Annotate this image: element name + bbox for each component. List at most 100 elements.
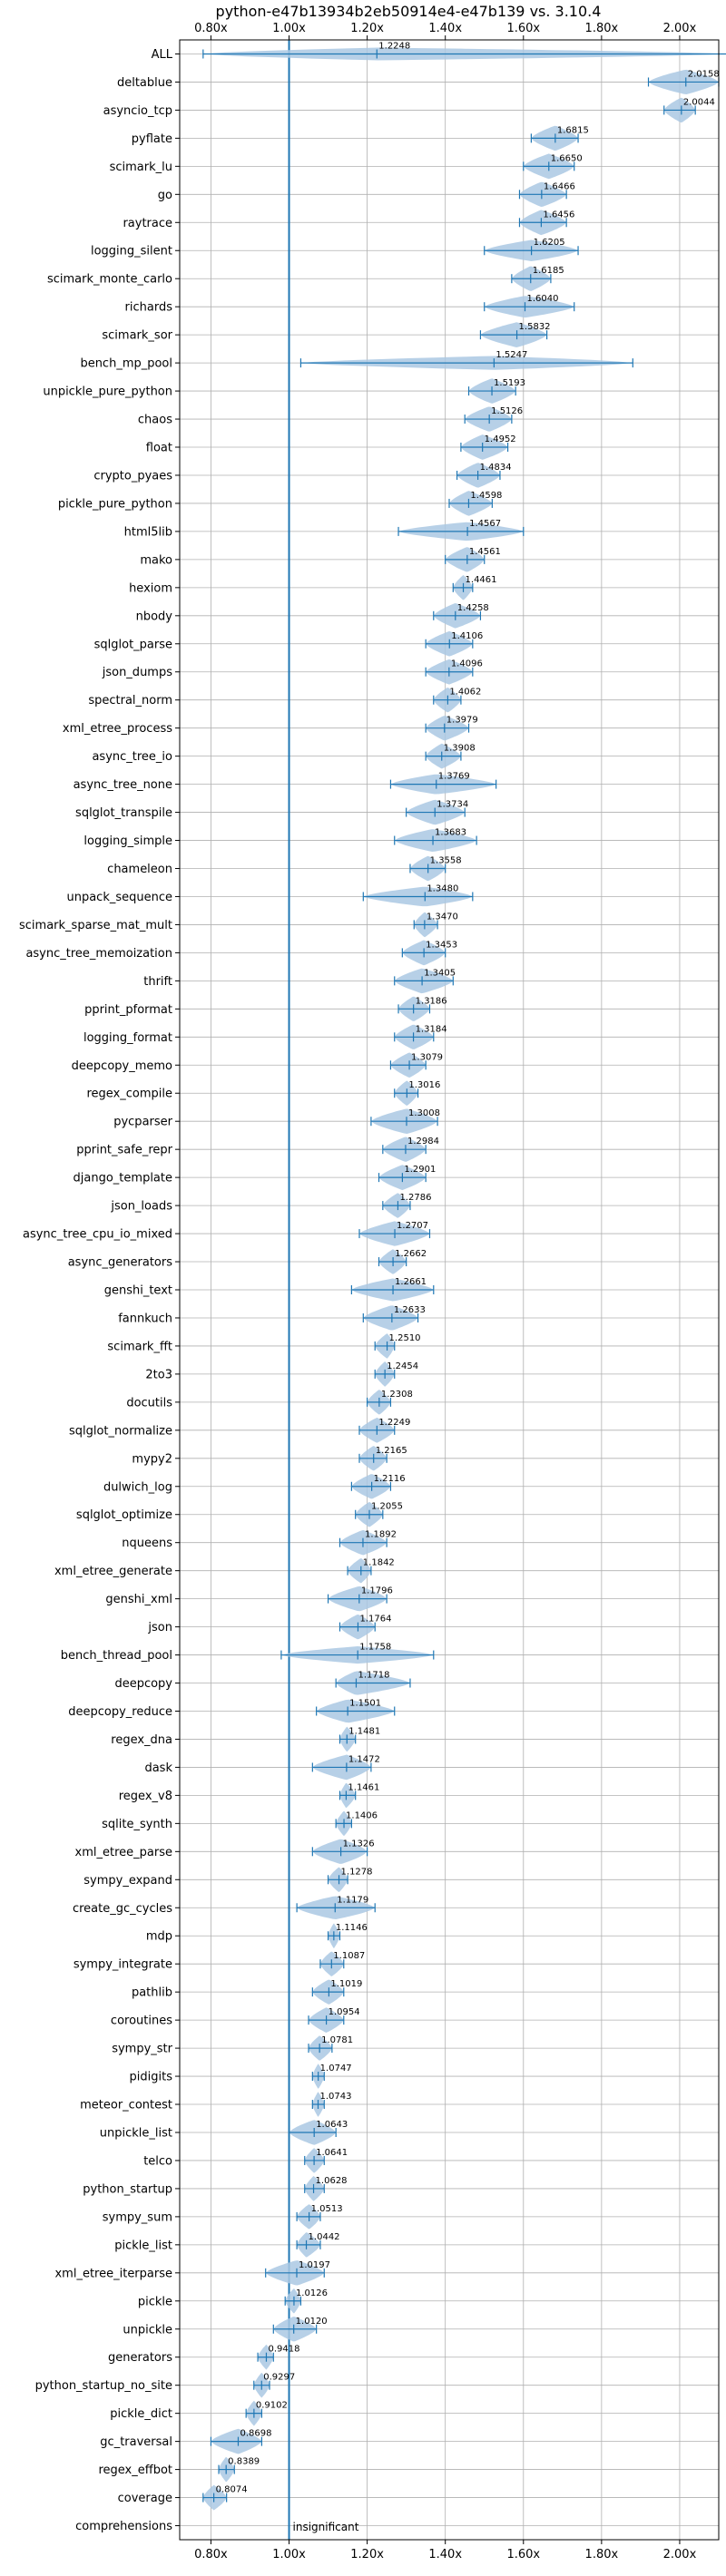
category-label: json_dumps — [102, 666, 172, 679]
violin-sqlglot_parse: 1.4106 — [425, 631, 483, 657]
category-label: scimark_fft — [107, 1340, 172, 1353]
violin-meteor_contest: 1.0743 — [311, 2092, 352, 2117]
median-value-label: 1.3184 — [416, 1024, 447, 1034]
violin-mako: 1.4561 — [445, 547, 501, 572]
category-label: crypto_pyaes — [93, 469, 172, 483]
median-value-label: 1.3470 — [427, 912, 458, 922]
category-label: xml_etree_iterparse — [54, 2267, 172, 2280]
median-value-label: 1.4834 — [480, 463, 512, 473]
violin-json_dumps: 1.4096 — [425, 659, 483, 685]
violin-pickle: 1.0126 — [284, 2288, 328, 2314]
category-label: mypy2 — [132, 1452, 172, 1466]
violin-pickle_list: 1.0442 — [296, 2232, 340, 2258]
category-label: fannkuch — [118, 1312, 172, 1325]
median-value-label: 1.4461 — [466, 575, 497, 585]
median-value-label: 1.1758 — [359, 1643, 391, 1653]
median-value-label: 1.5247 — [495, 350, 527, 360]
violin-genshi_xml: 1.1796 — [327, 1586, 393, 1612]
category-label: unpickle — [123, 2323, 172, 2337]
violin-deepcopy_reduce: 1.1501 — [316, 1698, 396, 1723]
violin-coroutines: 1.0954 — [308, 2007, 360, 2033]
category-label: sympy_str — [112, 2043, 172, 2056]
violin-docutils: 1.2308 — [367, 1390, 413, 1415]
violin-gc_traversal: 0.8698 — [210, 2429, 271, 2454]
violin-genshi_text: 1.2661 — [350, 1277, 435, 1302]
violin-bench_mp_pool: 1.5247 — [299, 350, 633, 370]
median-value-label: 1.3558 — [430, 856, 462, 866]
median-value-label: 1.3769 — [438, 772, 470, 782]
violin-regex_effbot: 0.8389 — [218, 2457, 260, 2483]
category-label: sqlglot_optimize — [76, 1508, 172, 1522]
median-value-label: 1.3683 — [435, 828, 466, 838]
category-label: genshi_xml — [105, 1593, 172, 1606]
median-value-label: 1.4598 — [470, 491, 502, 501]
violin-pprint_safe_repr: 1.2984 — [382, 1137, 439, 1162]
median-value-label: 1.2454 — [387, 1361, 418, 1371]
violin-json: 1.1764 — [338, 1615, 391, 1640]
category-label: spectral_norm — [88, 694, 172, 707]
median-value-label: 1.3079 — [411, 1052, 443, 1062]
median-value-label: 1.6040 — [527, 294, 559, 304]
violin-pidigits: 1.0747 — [311, 2064, 352, 2089]
category-label: chameleon — [107, 863, 172, 876]
violin-sqlglot_transpile: 1.3734 — [406, 800, 468, 825]
median-value-label: 1.4062 — [449, 688, 481, 698]
median-value-label: 1.2116 — [374, 1474, 406, 1484]
violin-html5lib: 1.4567 — [397, 519, 525, 542]
median-value-label: 1.6205 — [534, 238, 565, 248]
violin-logging_format: 1.3184 — [394, 1024, 447, 1049]
category-label: async_tree_memoization — [25, 947, 172, 961]
median-value-label: 1.2661 — [395, 1277, 427, 1287]
median-value-label: 1.3186 — [416, 996, 447, 1006]
median-value-label: 1.6466 — [544, 181, 575, 191]
violin-logging_simple: 1.3683 — [394, 828, 477, 852]
median-value-label: 1.0197 — [299, 2260, 330, 2270]
median-value-label: 0.8389 — [228, 2457, 260, 2467]
violin-unpickle: 1.0120 — [272, 2317, 328, 2342]
category-label: regex_dna — [111, 1733, 172, 1747]
violin-hexiom: 1.4461 — [452, 575, 497, 600]
category-label: deltablue — [117, 76, 172, 90]
violin-regex_v8: 1.1461 — [338, 1782, 379, 1809]
category-label: thrift — [143, 975, 172, 989]
category-label: async_tree_io — [92, 750, 172, 764]
category-label: async_generators — [68, 1256, 173, 1270]
median-value-label: 1.2786 — [399, 1193, 431, 1203]
category-label: nbody — [136, 610, 173, 623]
category-label: coverage — [118, 2492, 172, 2505]
axis-ticks: 0.80x 0.80x 1.00x 1.00x 1.20x 1.20x 1.40x 1.40x… — [175, 22, 697, 2561]
violin-create_gc_cycles: 1.1179 — [296, 1895, 376, 1919]
violin-crypto_pyaes: 1.4834 — [456, 463, 512, 488]
category-label: pycparser — [113, 1116, 172, 1129]
median-value-label: 1.1278 — [341, 1867, 373, 1877]
violin-sympy_integrate: 1.1087 — [319, 1951, 365, 1976]
violin-thrift: 1.3405 — [394, 968, 456, 994]
median-value-label: 1.2249 — [378, 1418, 410, 1428]
violin-regex_dna: 1.1481 — [338, 1726, 380, 1752]
category-label: unpickle_list — [100, 2126, 172, 2140]
violin-xml_etree_generate: 1.1842 — [347, 1558, 395, 1584]
violin-raytrace: 1.6456 — [518, 210, 574, 236]
median-value-label: 1.1472 — [348, 1754, 380, 1764]
x-tick-label-top: 1.60x — [506, 22, 540, 35]
median-value-label: 1.5193 — [494, 378, 525, 388]
median-value-label: 0.9297 — [263, 2373, 295, 2383]
category-label: async_tree_none — [74, 778, 172, 792]
x-tick-label-bottom: 1.20x — [350, 2548, 384, 2561]
median-value-label: 2.0044 — [683, 97, 715, 107]
median-value-label: 1.0126 — [296, 2288, 328, 2298]
median-value-label: 0.8698 — [240, 2429, 271, 2439]
category-label: gc_traversal — [100, 2435, 172, 2449]
violin-scimark_sparse_mat_mult: 1.3470 — [413, 912, 458, 938]
violin-async_tree_io: 1.3908 — [425, 744, 476, 769]
median-value-label: 1.0641 — [316, 2148, 348, 2158]
median-value-label: 1.1892 — [365, 1530, 397, 1540]
violin-async_generators: 1.2662 — [378, 1249, 427, 1274]
violin-chameleon: 1.3558 — [409, 856, 462, 882]
category-label: django_template — [74, 1172, 172, 1186]
x-tick-label-bottom: 1.80x — [585, 2548, 619, 2561]
category-label: sympy_sum — [103, 2210, 172, 2224]
median-value-label: 0.9418 — [268, 2345, 299, 2355]
category-label: pickle — [138, 2295, 172, 2308]
category-label: ALL — [152, 48, 173, 62]
